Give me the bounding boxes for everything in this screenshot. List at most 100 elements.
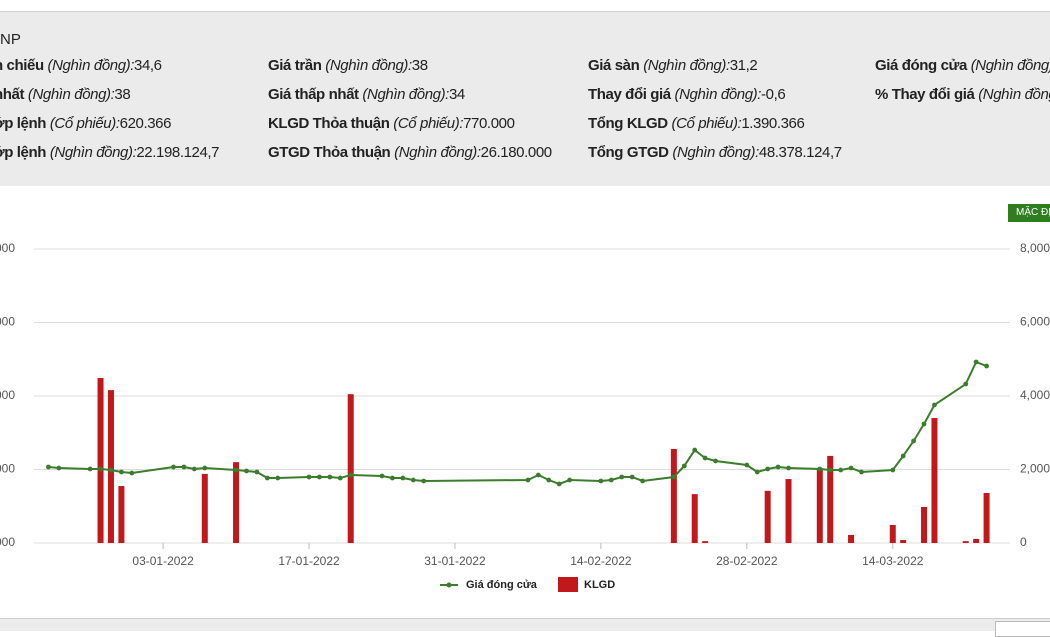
price-point [963,381,969,387]
info-value: 34,6 [134,57,162,74]
price-point [744,462,750,468]
info-unit: (Cổ phiếu): [49,115,120,132]
x-tick-label: 17-01-2022 [278,554,340,568]
info-unit: (Nghìn đồng): [674,86,762,103]
price-point [640,478,645,484]
info-unit: (Cổ phiếu): [671,115,742,132]
info-value: 26.180.000 [480,144,552,161]
price-point [567,477,573,483]
info-item: ớp lệnh (Nghìn đồng):22.198.124,7 [0,144,220,161]
price-point [264,475,270,481]
info-value: 1.390.366 [741,115,805,132]
info-unit: (Nghìn đồng): [27,86,115,103]
volume-bar [848,534,855,543]
info-value: 22.198.124,7 [136,144,220,161]
y2-tick-label: 4,000 [1020,388,1050,402]
volume-bar [118,486,125,543]
info-item: Tổng KLGD (Cổ phiếu):1.390.366 [588,115,805,132]
info-unit: (Nghìn đồng): [325,57,412,74]
price-point [202,465,208,471]
info-unit: (Nghìn đồng): [47,57,135,74]
price-point [713,458,718,464]
price-point [932,402,937,408]
price-point [827,467,833,473]
volume-bar [921,506,928,543]
price-point [108,467,114,473]
price-point [848,465,854,471]
legend-box [558,577,578,592]
volume-bar [785,479,792,543]
price-point [984,363,989,369]
volume-bar [97,377,104,543]
price-point [525,477,531,483]
price-point [692,447,698,453]
info-unit: (Nghìn đồng): [394,144,481,161]
info-value: -0,6 [761,86,786,103]
y2-tick-label: 0 [1020,535,1027,549]
info-unit: (Nghìn đồng). [970,57,1050,74]
volume-bar [827,455,834,543]
info-label: ớp lệnh [0,115,47,132]
info-item: GTGD Thỏa thuận (Nghìn đồng):26.180.000 [268,144,552,161]
price-point [765,466,771,472]
price-point [775,464,781,470]
volume-bar [900,540,907,543]
info-label: ớp lệnh [0,144,47,161]
info-unit: (Nghìn đồng [978,86,1050,103]
price-point [546,477,552,483]
info-value: 31,2 [729,57,758,74]
price-point [129,470,135,476]
price-point [535,472,541,478]
y-tick-label: 000 [0,241,15,255]
info-label: % Thay đổi giá [875,86,975,103]
info-value: 770.000 [463,115,515,132]
price-point [317,474,322,480]
price-point [556,481,562,487]
price-point [681,463,687,469]
x-tick-label: 03-01-2022 [132,554,194,568]
volume-bar [691,494,698,543]
volume-bar [973,538,980,543]
info-value: 620.366 [119,115,172,132]
info-unit: (Nghìn đồng): [362,86,449,103]
price-point [181,464,187,470]
price-point [171,464,176,470]
price-point [191,466,197,472]
info-item: n chiếu (Nghìn đồng):34,6 [0,57,162,74]
price-point [244,468,249,474]
price-point [973,359,979,365]
volume-bar [983,493,990,543]
price-point [619,474,625,480]
price-point [379,473,385,479]
stock-code: NP [0,31,21,48]
y-tick-label: 000 [0,315,15,329]
info-item: % Thay đổi giá (Nghìn đồng [875,86,1050,103]
info-label: Tổng GTGD [588,144,669,161]
info-label: KLGD Thỏa thuận [268,115,390,132]
price-point [233,467,239,473]
price-point [702,455,708,461]
info-item: Thay đổi giá (Nghìn đồng):-0,6 [588,86,786,103]
price-point [327,474,333,480]
price-point [87,466,93,472]
price-point [754,469,760,475]
price-point [817,466,823,472]
volume-bar [347,394,354,543]
price-point [348,472,354,478]
price-point [390,475,395,481]
info-label: GTGD Thỏa thuận [268,144,391,161]
info-value: 38 [411,57,428,74]
y-tick-label: 000 [0,535,15,549]
volume-bar [816,468,823,543]
price-point [859,469,864,475]
info-label: n chiếu [0,57,44,74]
info-item: ớp lệnh (Cổ phiếu):620.366 [0,115,171,132]
price-point [629,474,635,480]
y-tick-label: 000 [0,388,15,402]
price-point [671,474,677,480]
info-item: Tổng GTGD (Nghìn đồng):48.378.124,7 [588,144,842,161]
price-point [56,465,62,471]
info-unit: (Nghìn đồng): [49,144,137,161]
default-button[interactable]: MẶC ĐỊ [1008,204,1050,222]
